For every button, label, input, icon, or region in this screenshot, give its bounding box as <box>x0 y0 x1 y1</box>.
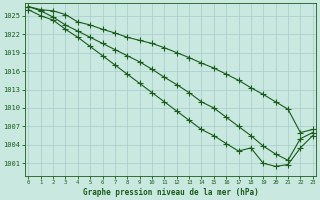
X-axis label: Graphe pression niveau de la mer (hPa): Graphe pression niveau de la mer (hPa) <box>83 188 259 197</box>
